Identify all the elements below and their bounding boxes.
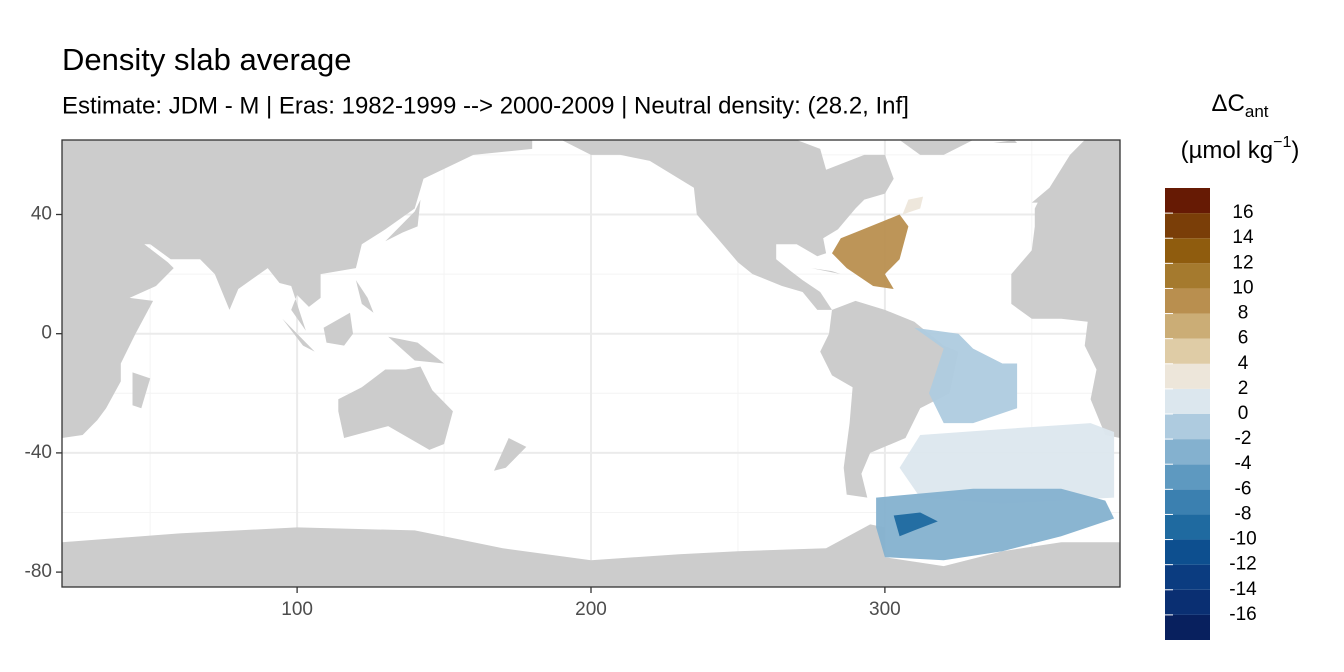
legend-swatch: [1165, 564, 1210, 590]
land: [282, 318, 315, 352]
land: [561, 140, 894, 310]
y-tick-label: -40: [25, 442, 52, 463]
y-tick-label: -80: [25, 561, 52, 582]
land: [993, 140, 1018, 143]
land: [355, 280, 374, 313]
legend-swatch: [1165, 263, 1210, 289]
legend-swatch: [1165, 439, 1210, 465]
land: [385, 199, 421, 242]
legend-label: -16: [1229, 604, 1256, 625]
legend-swatch: [1165, 238, 1210, 264]
legend-swatch: [1165, 414, 1210, 440]
land: [388, 336, 445, 364]
land: [811, 268, 841, 275]
legend-unit-text: (µmol kg: [1181, 137, 1274, 164]
legend-swatch: [1165, 614, 1210, 640]
legend-label: 10: [1232, 277, 1253, 298]
legend-swatch: [1165, 213, 1210, 239]
legend-label: -12: [1229, 554, 1256, 575]
legend-swatch: [1165, 589, 1210, 615]
land: [899, 140, 974, 155]
field-patch: [914, 327, 1018, 424]
x-tick-label: 300: [869, 599, 901, 620]
legend-label: -10: [1229, 529, 1256, 550]
chart-subtitle: Estimate: JDM - M | Eras: 1982-1999 --> …: [62, 92, 909, 119]
x-tick-label: 200: [575, 599, 607, 620]
legend-swatch: [1165, 313, 1210, 339]
land: [132, 372, 151, 409]
legend-label: -2: [1235, 428, 1252, 449]
legend-close: ): [1291, 137, 1299, 164]
field-patch: [893, 512, 938, 537]
legend-swatch: [1165, 539, 1210, 565]
legend-label: -4: [1235, 453, 1252, 474]
legend-label: 14: [1232, 227, 1254, 248]
legend-label: -8: [1235, 503, 1252, 524]
legend-label: 0: [1238, 403, 1249, 424]
legend-unit: (µmol kg−1): [1181, 134, 1300, 164]
legend-swatch: [1165, 489, 1210, 515]
legend-label: 4: [1238, 353, 1249, 374]
legend-symbol: ΔC: [1211, 90, 1244, 117]
y-tick-label: 40: [31, 204, 52, 225]
land: [62, 524, 1120, 587]
land: [338, 366, 453, 450]
land: [494, 438, 527, 471]
legend-swatch: [1165, 188, 1210, 214]
legend-superscript: −1: [1273, 134, 1291, 151]
field-patch: [876, 488, 1115, 561]
legend-label: -14: [1229, 579, 1257, 600]
field-patch: [902, 196, 924, 215]
legend-swatch: [1165, 514, 1210, 540]
legend-label: -6: [1235, 478, 1252, 499]
legend-title: ΔCant: [1211, 90, 1268, 121]
legend-label: 6: [1238, 328, 1249, 349]
land: [323, 312, 353, 346]
legend-label: 16: [1232, 202, 1253, 223]
y-tick-label: 0: [41, 323, 52, 344]
land: [62, 140, 533, 438]
legend-subscript: ant: [1245, 102, 1269, 121]
land: [820, 300, 959, 498]
legend-swatch: [1165, 338, 1210, 364]
legend-label: 8: [1238, 303, 1249, 324]
x-tick-label: 100: [281, 599, 313, 620]
legend-swatch: [1165, 363, 1210, 389]
legend-label: 2: [1238, 378, 1249, 399]
legend-swatch: [1165, 288, 1210, 314]
legend-swatch: [1165, 388, 1210, 414]
land: [1011, 140, 1120, 438]
chart-title: Density slab average: [62, 42, 352, 77]
field-patch: [899, 423, 1115, 504]
legend-label: 12: [1232, 252, 1253, 273]
field-patch: [832, 214, 909, 289]
legend-swatch: [1165, 464, 1210, 490]
